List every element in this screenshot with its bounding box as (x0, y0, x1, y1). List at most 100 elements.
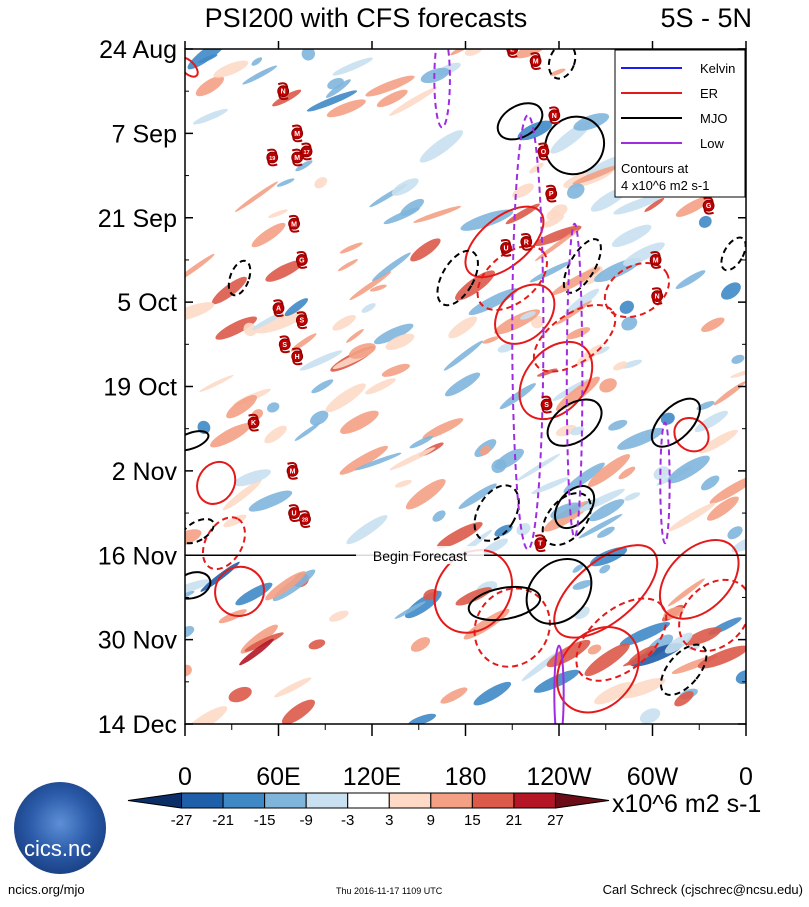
wave-contour (185, 56, 199, 78)
storm-label: M (294, 155, 300, 162)
colorbar-tick-label: 3 (385, 812, 393, 829)
wave-contour (525, 558, 593, 625)
colorbar-bin (430, 792, 473, 809)
anomaly-patch (578, 513, 623, 539)
anomaly-patch (627, 645, 657, 666)
anomaly-patch (251, 57, 263, 66)
anomaly-patch (354, 452, 402, 471)
x-tick-label: 60W (627, 763, 679, 791)
anomaly-patch (468, 288, 518, 316)
anomaly-patch (310, 410, 329, 426)
wave-contour (553, 644, 565, 724)
anomaly-patch (389, 447, 436, 471)
anomaly-patch (337, 259, 358, 272)
anomaly-patch (251, 222, 286, 248)
anomaly-patch (243, 322, 257, 337)
anomaly-patch (436, 521, 483, 549)
anomaly-patch (587, 644, 602, 655)
storm-marker: G (702, 196, 715, 215)
wave-contour (678, 578, 746, 653)
y-tick-label: 5 Oct (117, 289, 177, 317)
anomaly-patch (223, 514, 247, 528)
anomaly-patch (281, 699, 315, 724)
storm-label: M (290, 468, 296, 475)
storm-label: M (653, 257, 659, 264)
colorbar-bin (264, 792, 307, 809)
anomaly-patch (306, 90, 358, 112)
wave-contour (227, 259, 252, 297)
anomaly-patch (265, 571, 306, 601)
anomaly-patch (519, 311, 536, 320)
y-tick-label: 2 Nov (112, 458, 178, 486)
anomaly-patch (327, 77, 344, 90)
anomaly-patch (707, 496, 739, 521)
anomaly-patch (543, 214, 565, 228)
storm-marker: M (291, 124, 304, 143)
anomaly-patch (675, 195, 712, 217)
anomaly-patch (185, 706, 228, 724)
wave-contour (201, 516, 246, 571)
anomaly-patch (570, 426, 585, 436)
anomaly-patch (653, 466, 670, 480)
storm-label: G (706, 203, 712, 210)
anomaly-patch (346, 515, 388, 545)
anomaly-patch (325, 383, 366, 413)
anomaly-patch (587, 454, 631, 487)
storm-label: H (295, 354, 300, 361)
anomaly-patch (448, 316, 478, 339)
anomaly-patch (339, 242, 363, 254)
storm-marker: S (540, 395, 553, 414)
anomaly-patch (613, 361, 628, 371)
legend-label: ER (700, 86, 718, 101)
storm-marker: P (545, 184, 558, 203)
x-tick-label: 0 (178, 763, 192, 791)
wave-contour (659, 643, 708, 696)
anomaly-patch (185, 579, 211, 595)
anomaly-patch (516, 453, 561, 482)
storm-label: U (292, 511, 297, 518)
anomaly-patch (233, 469, 271, 487)
website-credit[interactable]: ncics.org/mjo (8, 882, 85, 897)
anomaly-patch (373, 323, 414, 345)
legend-note-line1: Contours at (621, 161, 689, 176)
storm-marker: S (278, 335, 291, 354)
storm-marker: M (649, 251, 662, 269)
anomaly-patch (721, 282, 741, 300)
anomaly-patch (308, 639, 326, 650)
storm-marker: K (247, 413, 260, 432)
anomaly-patch (675, 270, 706, 290)
x-tick-label: 60E (256, 763, 300, 791)
anomaly-patch (700, 475, 720, 491)
y-tick-label: 30 Nov (98, 627, 178, 655)
anomaly-patch (222, 479, 262, 511)
wave-contour (603, 262, 670, 319)
timestamp: Thu 2016-11-17 1109 UTC (336, 886, 443, 896)
anomaly-patch (573, 113, 610, 131)
anomaly-patch (226, 395, 257, 419)
anomaly-patch (410, 637, 431, 652)
wave-contour (185, 430, 210, 452)
wave-contour (673, 417, 710, 453)
colorbar-tick-label: -27 (171, 812, 193, 829)
anomaly-patch (185, 302, 215, 322)
wave-contour (650, 397, 701, 448)
y-axis: 24 Aug 7 Sep 21 Sep 5 Oct 19 Oct 2 Nov 16 Nov 3… (98, 36, 746, 739)
anomaly-patch (663, 606, 684, 620)
anomaly-patch (464, 49, 483, 56)
anomaly-patch (413, 205, 462, 223)
cics-logo (14, 782, 106, 874)
anomaly-patch (443, 340, 484, 371)
storm-marker: 28 (299, 510, 311, 528)
wave-contours (185, 49, 746, 724)
storm-marker: H (291, 347, 304, 366)
legend-label: Kelvin (700, 61, 735, 76)
anomaly-patch (239, 638, 274, 666)
wave-contour (436, 249, 479, 307)
wave-contour (546, 398, 603, 447)
anomaly-patch (211, 276, 247, 305)
anomaly-patch (620, 359, 642, 369)
anomaly-patch (534, 229, 578, 262)
x-tick-label: 0 (739, 763, 753, 791)
anomaly-patch (244, 632, 284, 652)
lat-band-label: 5S - 5N (660, 3, 752, 33)
